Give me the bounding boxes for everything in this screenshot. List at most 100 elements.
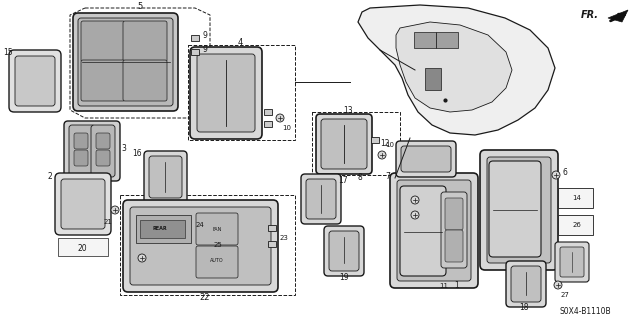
FancyBboxPatch shape [73, 13, 178, 111]
Bar [414, 32, 436, 48]
Text: 7: 7 [385, 172, 390, 180]
Bar [264, 121, 272, 127]
FancyBboxPatch shape [123, 21, 167, 62]
Text: 10: 10 [282, 125, 291, 131]
FancyBboxPatch shape [401, 146, 451, 172]
Text: S0X4-B1110B: S0X4-B1110B [560, 308, 612, 316]
FancyBboxPatch shape [123, 200, 278, 292]
FancyBboxPatch shape [78, 18, 173, 106]
FancyBboxPatch shape [81, 60, 125, 101]
FancyBboxPatch shape [324, 226, 364, 276]
Bar [268, 225, 276, 231]
FancyBboxPatch shape [487, 157, 551, 263]
Text: 9: 9 [203, 44, 207, 53]
Bar [425, 68, 441, 90]
Text: FAN: FAN [212, 227, 221, 231]
Text: 5: 5 [138, 2, 143, 11]
FancyBboxPatch shape [555, 242, 589, 282]
Bar [264, 109, 272, 115]
FancyBboxPatch shape [329, 231, 359, 271]
FancyBboxPatch shape [9, 50, 61, 112]
Bar [140, 220, 185, 238]
Text: 4: 4 [237, 37, 243, 46]
Text: 27: 27 [561, 292, 570, 298]
Text: 26: 26 [573, 222, 581, 228]
FancyBboxPatch shape [130, 207, 271, 285]
Bar [558, 215, 593, 235]
Polygon shape [608, 10, 628, 22]
FancyBboxPatch shape [397, 180, 471, 281]
FancyBboxPatch shape [197, 54, 255, 132]
Circle shape [554, 281, 562, 289]
Text: 20: 20 [77, 244, 87, 252]
FancyBboxPatch shape [396, 141, 456, 177]
FancyBboxPatch shape [96, 133, 110, 149]
Circle shape [378, 151, 386, 159]
Text: 12: 12 [381, 139, 390, 148]
Bar [58, 238, 108, 256]
Text: 14: 14 [573, 195, 581, 201]
Circle shape [138, 254, 146, 262]
Text: 10: 10 [385, 142, 394, 148]
Text: 22: 22 [200, 293, 211, 302]
Bar [191, 35, 199, 41]
Text: FR.: FR. [581, 10, 599, 20]
FancyBboxPatch shape [400, 186, 446, 276]
Text: 24: 24 [196, 222, 204, 228]
FancyBboxPatch shape [489, 161, 541, 257]
FancyBboxPatch shape [506, 261, 546, 307]
FancyBboxPatch shape [123, 60, 167, 101]
Circle shape [276, 114, 284, 122]
FancyBboxPatch shape [196, 246, 238, 278]
Circle shape [111, 206, 119, 214]
FancyBboxPatch shape [441, 192, 467, 268]
Text: REAR: REAR [153, 226, 167, 230]
FancyBboxPatch shape [321, 119, 367, 169]
Text: 6: 6 [563, 167, 568, 177]
FancyBboxPatch shape [445, 198, 463, 230]
FancyBboxPatch shape [69, 125, 95, 177]
Bar [191, 49, 199, 55]
Bar [268, 241, 276, 247]
FancyBboxPatch shape [306, 179, 336, 219]
Text: 3: 3 [122, 143, 127, 153]
Text: 15: 15 [3, 47, 13, 57]
FancyBboxPatch shape [316, 114, 372, 174]
FancyBboxPatch shape [74, 133, 88, 149]
Text: 9: 9 [203, 30, 207, 39]
FancyBboxPatch shape [149, 156, 182, 198]
Text: 13: 13 [343, 106, 353, 115]
FancyBboxPatch shape [190, 47, 262, 139]
FancyBboxPatch shape [301, 174, 341, 224]
Circle shape [411, 211, 419, 219]
Bar [136, 215, 191, 243]
FancyBboxPatch shape [445, 230, 463, 262]
Text: AUTO: AUTO [210, 259, 224, 263]
FancyBboxPatch shape [74, 150, 88, 166]
FancyBboxPatch shape [81, 21, 125, 62]
FancyBboxPatch shape [144, 151, 187, 203]
Circle shape [411, 196, 419, 204]
Text: 11: 11 [440, 283, 449, 289]
FancyBboxPatch shape [55, 173, 111, 235]
Polygon shape [358, 5, 555, 135]
Circle shape [552, 171, 560, 179]
Text: 1: 1 [454, 282, 460, 291]
FancyBboxPatch shape [196, 213, 238, 245]
Bar [371, 137, 379, 143]
Text: 16: 16 [132, 148, 142, 157]
Text: 21: 21 [104, 219, 113, 225]
FancyBboxPatch shape [390, 173, 478, 288]
FancyBboxPatch shape [64, 121, 120, 181]
Text: 17: 17 [338, 175, 348, 185]
Text: 8: 8 [358, 172, 362, 181]
Bar [558, 188, 593, 208]
Text: 18: 18 [519, 303, 529, 313]
Text: 23: 23 [280, 235, 289, 241]
Text: 19: 19 [339, 274, 349, 283]
FancyBboxPatch shape [91, 125, 115, 177]
Text: 25: 25 [214, 242, 222, 248]
FancyBboxPatch shape [480, 150, 558, 270]
FancyBboxPatch shape [511, 266, 541, 302]
FancyBboxPatch shape [96, 150, 110, 166]
